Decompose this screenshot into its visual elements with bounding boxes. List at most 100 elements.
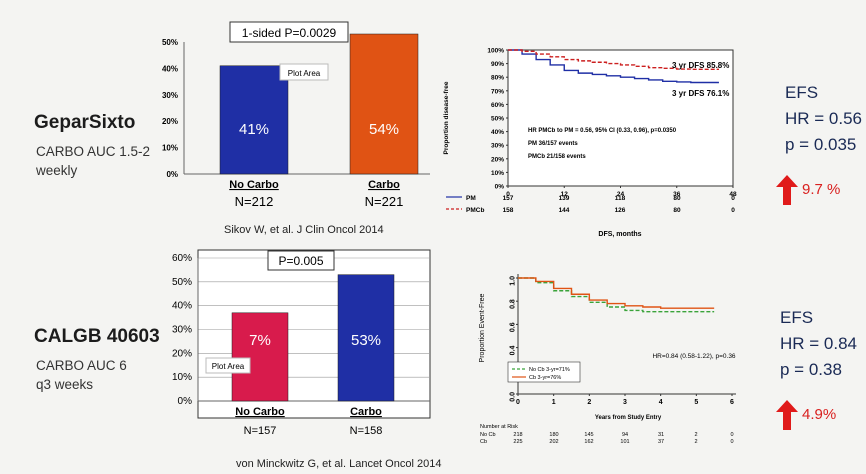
trial-sub-calgb-2: q3 weeks [36, 377, 94, 392]
risk-value: 225 [513, 439, 522, 445]
x-tick-label: 0 [506, 191, 510, 198]
risk-value: 0 [731, 207, 735, 214]
legend-entry: No Cb 3-yr=71% [529, 367, 570, 373]
risk-value: 157 [503, 195, 514, 202]
risk-value: 139 [559, 195, 570, 202]
bar-chart-calgb: 0% 10% 20% 30% 40% 50% 60% 7% No Carbo N=157 53% C… [172, 249, 431, 437]
hr-annotation: HR=0.84 (0.58-1.22), p=0.36 [652, 353, 735, 360]
risk-value: 80 [673, 207, 681, 214]
km-chart-gepar: 0% 10% 20% 30% 40% 50% 60% 70% 80% 90% 100% 0 12 24 36… [443, 48, 737, 239]
x-tick-label: 0 [516, 399, 520, 406]
risk-value: 2 [694, 432, 697, 438]
bar-value-label: 7% [249, 332, 271, 349]
y-tick-label: 60% [491, 102, 504, 109]
y-tick-label: 10% [491, 170, 504, 177]
n-label: N=158 [350, 425, 383, 437]
axes: 0% 10% 20% 30% 40% 50% 60% 70% 80% 90% 100% 0 12 24 36… [487, 48, 737, 199]
legend: No Cb 3-yr=71% Cb 3-yr=76% [512, 367, 570, 381]
y-tick-label: 50% [172, 277, 192, 288]
n-label: N=157 [244, 425, 277, 437]
y-tick-label: 0.8 [510, 299, 517, 309]
y-axis-label: Proportion disease-free [443, 81, 450, 154]
trial-sub-calgb-1: CARBO AUC 6 [36, 358, 127, 373]
up-arrow-icon [776, 400, 798, 435]
y-tick-label: 50% [491, 116, 504, 123]
y-tick-label: 40% [172, 301, 192, 312]
y-tick-label: 80% [491, 75, 504, 82]
bar-value-label: 53% [351, 332, 381, 349]
y-tick-label: 100% [487, 48, 504, 55]
x-tick-label: 2 [587, 399, 591, 406]
risk-value: 202 [549, 439, 558, 445]
plot-area-tooltip-text: Plot Area [288, 69, 321, 78]
risk-value: 80 [673, 195, 681, 202]
risk-table: Number at Risk No Cb 218 180 145 94 31 2 0 Cb 225 2… [480, 424, 734, 445]
trial-sub-gepar-1: CARBO AUC 1.5-2 [36, 144, 151, 159]
trial-sub-gepar-2: weekly [36, 163, 78, 178]
survival-curve-1 [518, 277, 715, 309]
risk-value: 118 [615, 195, 626, 202]
bar-no-carbo [219, 65, 289, 175]
x-category-label: Carbo [350, 406, 382, 418]
risk-value: 37 [658, 439, 664, 445]
y-tick-label: 30% [491, 143, 504, 150]
p-value-box [267, 250, 335, 271]
x-tick-label: 12 [561, 191, 569, 198]
x-tick-label: 48 [729, 191, 737, 198]
y-tick-label: 0.6 [510, 322, 517, 332]
y-tick-label: 90% [491, 61, 504, 68]
y-tick-label: 1.0 [510, 276, 517, 286]
x-tick-label: 3 [623, 399, 627, 406]
risk-value: 0 [730, 432, 733, 438]
p-value: p = 0.38 [780, 360, 842, 379]
y-tick-label: 0% [495, 184, 505, 191]
bar-no-carbo [231, 312, 289, 402]
citation-top: Sikov W, et al. J Clin Oncol 2014 [224, 224, 384, 236]
risk-table: PM 157 139 118 80 0 PMCb 158 144 126 80 0 [446, 195, 735, 214]
p-value: p = 0.035 [785, 135, 857, 154]
x-category-label: Carbo [368, 179, 400, 191]
risk-value: 2 [694, 439, 697, 445]
x-tick-label: 4 [659, 399, 663, 406]
x-category-label: No Carbo [229, 179, 279, 191]
n-label: N=212 [235, 194, 274, 209]
y-tick-label: 10% [172, 372, 192, 383]
survival-curve-0 [518, 277, 715, 313]
risk-value: 145 [584, 432, 593, 438]
risk-value: 162 [584, 439, 593, 445]
risk-row-label: PMCb [466, 207, 484, 214]
y-tick-label: 20% [162, 117, 178, 126]
y-tick-label: 40% [491, 129, 504, 136]
p-value-annotation: P=0.005 [278, 254, 323, 268]
y-tick-label: 0% [166, 170, 178, 179]
survival-curves [518, 277, 715, 313]
risk-value: 101 [620, 439, 629, 445]
y-tick-label: 10% [162, 144, 178, 153]
legend-entry: Cb 3-yr=76% [529, 375, 561, 381]
y-tick-label: 0.0 [510, 392, 517, 402]
risk-value: 158 [503, 207, 514, 214]
p-value-box [229, 21, 349, 43]
y-tick-label: 70% [491, 88, 504, 95]
efs-delta-top: 9.7 % [802, 181, 841, 198]
bars: 41% No Carbo N=212 54% Carbo N=221 [219, 33, 419, 209]
risk-row-label: Cb [480, 439, 487, 445]
efs-label: EFS [780, 308, 814, 327]
up-arrow-icon [776, 175, 798, 210]
x-axis-label: DFS, months [598, 231, 641, 238]
hr-value: HR = 0.56 [785, 109, 863, 128]
y-tick-label: 0% [178, 396, 193, 407]
risk-value: 126 [615, 207, 626, 214]
events-pmcb: PMCb 21/158 events [528, 154, 586, 160]
plot-area-tooltip [279, 63, 329, 81]
efs-label: EFS [785, 83, 819, 102]
bars: 7% No Carbo N=157 53% Carbo N=158 [231, 274, 395, 437]
plot-area-tooltip-text: Plot Area [212, 362, 245, 371]
plot-area-tooltip [205, 357, 251, 374]
risk-value: 0 [731, 195, 735, 202]
bar-carbo [337, 274, 395, 402]
citation-bottom: von Minckwitz G, et al. Lancet Oncol 201… [236, 458, 442, 470]
y-tick-label: 20% [491, 156, 504, 163]
hr-value: HR = 0.84 [780, 334, 858, 353]
y-axis-label: Proportion Event-Free [479, 293, 486, 362]
